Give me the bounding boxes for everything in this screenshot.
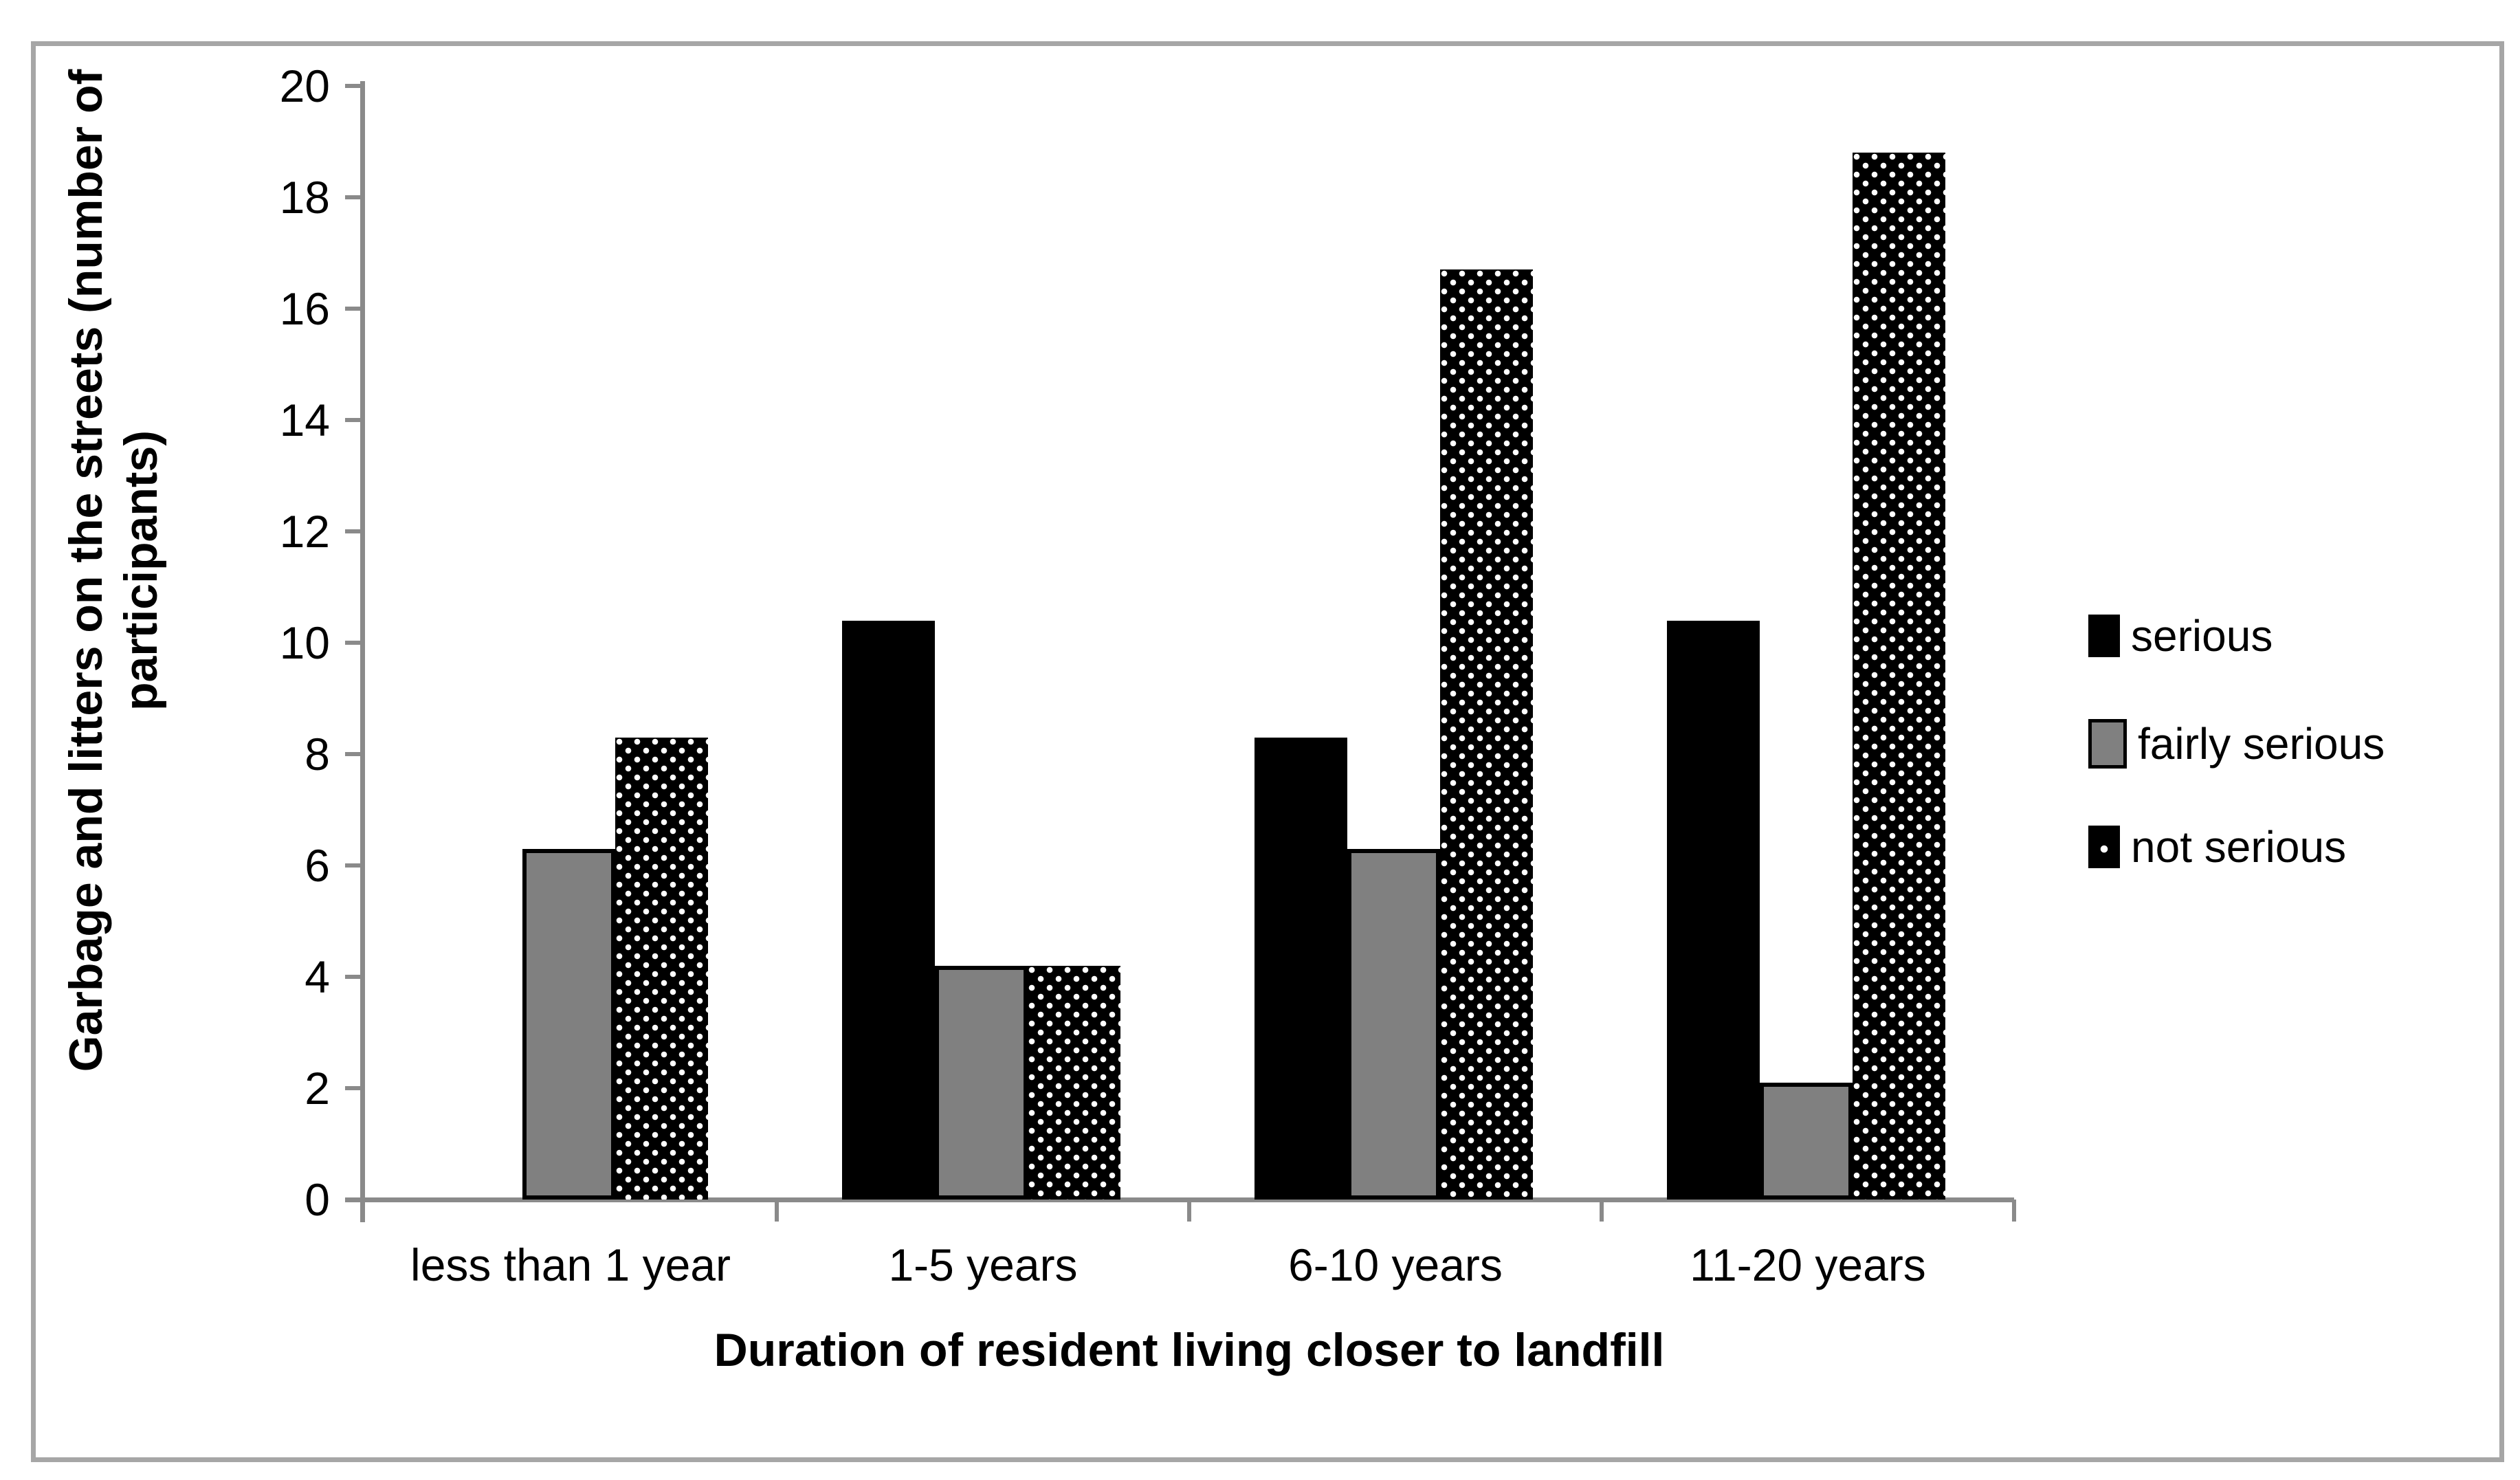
legend-item-fairly-serious: fairly serious (2088, 719, 2385, 769)
legend-item-serious: serious (2088, 611, 2273, 661)
x-category-label-1-5-years: 1-5 years (888, 1239, 1078, 1290)
y-axis-title-line2: participants) (115, 430, 167, 711)
chart-outer-border (31, 41, 2504, 1462)
y-tick-label: 20 (279, 60, 330, 111)
legend-swatch-serious-icon (2088, 615, 2120, 657)
y-tick (345, 975, 365, 979)
x-category-label-6-10-years: 6-10 years (1288, 1239, 1503, 1290)
y-tick-label: 14 (279, 395, 330, 445)
y-tick-label: 4 (305, 951, 330, 1002)
y-tick-label: 2 (305, 1063, 330, 1114)
y-tick (345, 529, 365, 533)
x-category-label-less-than-1-year: less than 1 year (410, 1239, 731, 1290)
y-tick (345, 195, 365, 199)
bar-fairly-serious-6-10-years (1347, 849, 1440, 1200)
legend-label-serious: serious (2131, 611, 2273, 661)
y-tick (345, 1197, 365, 1202)
bar-fairly-serious-11-20-years (1760, 1083, 1853, 1200)
legend-swatch-not-serious-icon (2088, 826, 2120, 868)
legend-swatch-fairly-serious-icon (2088, 719, 2127, 769)
y-tick-label: 0 (305, 1174, 330, 1225)
bar-serious-1-5-years (842, 621, 935, 1200)
y-tick-label: 10 (279, 617, 330, 668)
x-axis-line (345, 1197, 2014, 1202)
y-tick-label: 8 (305, 729, 330, 780)
y-tick (345, 1086, 365, 1090)
bar-not-serious-6-10-years (1440, 269, 1533, 1200)
y-tick-label: 12 (279, 506, 330, 557)
y-tick (345, 84, 365, 88)
x-category-label-11-20-years: 11-20 years (1690, 1239, 1926, 1290)
x-tick (2012, 1200, 2016, 1222)
y-tick (345, 418, 365, 422)
bar-fairly-serious-less-than-1-year (522, 849, 615, 1200)
y-tick (345, 752, 365, 756)
bar-not-serious-11-20-years (1853, 153, 1945, 1200)
x-tick (1600, 1200, 1604, 1222)
y-tick (345, 863, 365, 868)
x-tick (775, 1200, 779, 1222)
bar-not-serious-1-5-years (1028, 966, 1120, 1200)
bar-serious-11-20-years (1667, 621, 1760, 1200)
bar-serious-6-10-years (1255, 738, 1347, 1200)
y-tick (345, 307, 365, 311)
legend-item-not-serious: not serious (2088, 822, 2346, 872)
legend-label-fairly-serious: fairly serious (2138, 719, 2385, 769)
y-tick-label: 18 (279, 172, 330, 223)
y-tick-label: 16 (279, 283, 330, 334)
x-tick (1187, 1200, 1191, 1222)
y-axis-line (360, 81, 365, 1222)
bar-fairly-serious-1-5-years (935, 966, 1028, 1200)
y-tick-label: 6 (305, 840, 330, 891)
legend-label-not-serious: not serious (2131, 822, 2347, 872)
y-tick (345, 641, 365, 645)
y-axis-title-line1: Garbage and litters on the streets (numb… (60, 69, 112, 1072)
bar-not-serious-less-than-1-year (615, 738, 708, 1200)
y-axis-title: Garbage and litters on the streets (numb… (58, 55, 168, 1086)
x-axis-title: Duration of resident living closer to la… (714, 1324, 1665, 1376)
